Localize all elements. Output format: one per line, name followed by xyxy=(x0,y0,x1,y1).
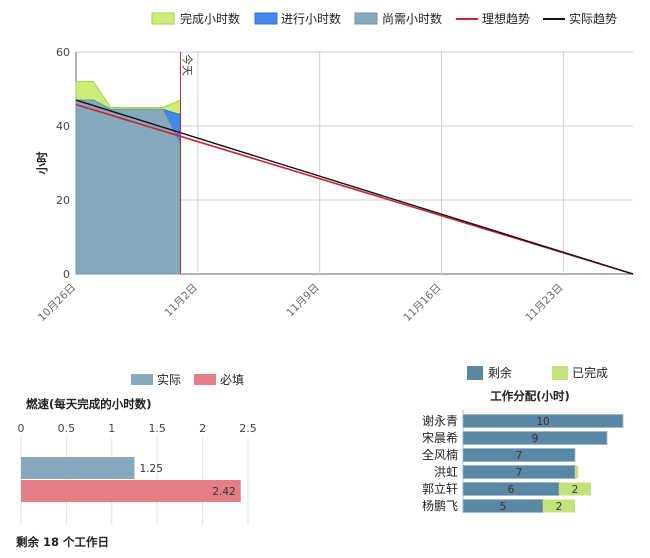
bar-completed-work xyxy=(575,465,579,479)
legend-label: 理想趋势 xyxy=(482,11,530,26)
legend-swatch-completed xyxy=(151,12,175,25)
today-marker-label: 今天 xyxy=(180,54,194,76)
person-label: 全风楠 xyxy=(422,447,458,462)
bar-completed-work xyxy=(543,499,575,513)
x-tick-label: 1.5 xyxy=(148,422,166,435)
ideal-trend-line xyxy=(75,103,634,275)
legend-swatch-remaining xyxy=(354,12,378,25)
legend-swatch-remaining-work xyxy=(467,366,483,380)
legend-label: 尚需小时数 xyxy=(382,11,442,26)
person-label: 洪虹 xyxy=(434,465,458,479)
legend-swatch-actual-rate xyxy=(131,374,153,385)
bar-value-label: 1.25 xyxy=(140,463,163,475)
bar-value-label: 2.42 xyxy=(212,486,235,498)
legend-label: 实际趋势 xyxy=(569,11,617,26)
bar-value-label: 2 xyxy=(556,501,563,513)
bar-completed-work xyxy=(559,482,591,496)
bar-value-label: 10 xyxy=(536,416,549,428)
bar-value-label: 6 xyxy=(508,484,515,496)
legend-swatch-in-progress xyxy=(254,12,278,25)
person-label: 宋晨希 xyxy=(422,430,458,445)
actual-trend-line xyxy=(75,99,634,275)
x-tick-label: 1 xyxy=(108,422,115,435)
x-tick-label: 0 xyxy=(18,422,25,435)
remaining-workdays: 剩余 18 个工作日 xyxy=(16,535,110,549)
bar-value-label: 5 xyxy=(500,501,507,513)
bar-remaining-work xyxy=(462,431,608,445)
y-tick-label: 0 xyxy=(63,268,70,281)
bar-value-label: 7 xyxy=(516,467,523,479)
y-tick-label: 20 xyxy=(56,194,70,207)
burn-rate-title: 燃速(每天完成的小时数) xyxy=(25,397,152,411)
bar-actual-rate xyxy=(21,457,135,479)
legend-label: 进行小时数 xyxy=(281,11,341,26)
legend-label: 剩余 xyxy=(488,365,512,380)
bar-remaining-work xyxy=(462,448,576,462)
bar-value-label: 9 xyxy=(532,433,539,445)
x-tick-label: 2 xyxy=(199,422,206,435)
legend-swatch-required-rate xyxy=(194,374,216,385)
y-tick-label: 60 xyxy=(56,46,70,59)
legend-label: 必填 xyxy=(220,373,244,387)
y-axis-title: 小时 xyxy=(35,151,49,175)
person-label: 郭立轩 xyxy=(422,481,458,496)
work-allocation-title: 工作分配(小时) xyxy=(490,389,570,403)
legend-swatch-completed-work xyxy=(552,366,568,380)
person-label: 杨鹏飞 xyxy=(422,498,458,513)
bar-required-rate xyxy=(21,480,241,502)
y-tick-label: 40 xyxy=(56,120,70,133)
person-label: 谢永青 xyxy=(422,413,458,428)
legend-label: 实际 xyxy=(157,372,181,387)
legend-label: 已完成 xyxy=(572,365,608,380)
x-tick-label: 2.5 xyxy=(239,422,257,435)
bar-value-label: 2 xyxy=(572,484,579,496)
bar-value-label: 7 xyxy=(516,450,523,462)
x-tick-label: 0.5 xyxy=(58,422,76,435)
legend-label: 完成小时数 xyxy=(180,11,240,26)
bar-remaining-work xyxy=(462,414,624,428)
